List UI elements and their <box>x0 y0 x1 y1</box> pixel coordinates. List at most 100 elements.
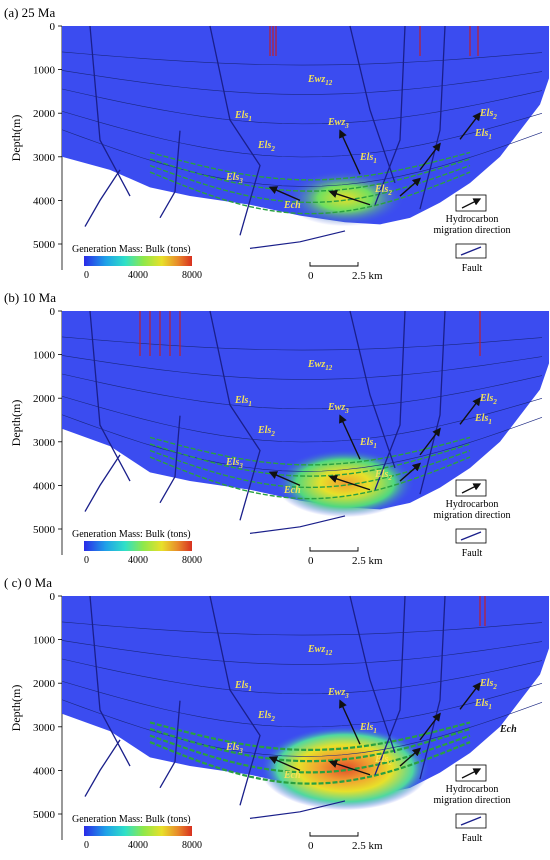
horizon-line <box>61 70 543 95</box>
fault-line <box>159 130 181 219</box>
legend-migration-label: Hydrocarbon <box>446 784 499 795</box>
scalebar <box>309 547 359 552</box>
colorbar-tick-label: 0 <box>84 840 89 851</box>
formation-label-els1: Els1 <box>474 128 492 141</box>
fault-line <box>419 595 446 780</box>
legend-fault-label: Fault <box>462 263 483 274</box>
formation-label-els1: Els1 <box>474 413 492 426</box>
fault-line <box>89 595 131 767</box>
fault-line <box>84 454 121 512</box>
formation-label-els2: Els2 <box>257 140 275 153</box>
fault-line <box>374 25 406 205</box>
formation-label-ewz12: Ewz12 <box>307 359 333 372</box>
generation-hotspot <box>260 726 430 811</box>
formation-label-els1: Els1 <box>359 437 377 450</box>
colorbar-tick-label: 8000 <box>182 555 202 566</box>
horizon-line <box>61 414 543 472</box>
panel-a: (a) 25 Ma010002000300040005000Depth(m)Ew… <box>4 5 549 282</box>
formation-label-els2: Els2 <box>257 425 275 438</box>
y-axis-label: Depth(m) <box>9 400 23 447</box>
legend-migration-label: Hydrocarbon <box>446 214 499 225</box>
formation-label-els1: Els1 <box>234 680 252 693</box>
panel-b: (b) 10 Ma010002000300040005000Depth(m)Ew… <box>4 290 549 567</box>
fault-line <box>159 700 181 789</box>
scalebar <box>309 262 359 267</box>
formation-label-els2: Els2 <box>479 108 497 121</box>
horizon-line <box>61 336 543 351</box>
migration-arrow <box>399 177 422 197</box>
formation-label-els2: Els2 <box>374 469 392 482</box>
scalebar-tick: 0 <box>308 555 314 567</box>
migration-arrow <box>328 759 371 776</box>
colorbar-tick-label: 4000 <box>128 270 148 281</box>
scalebar-tick: 0 <box>308 840 314 852</box>
colorbar-title: Generation Mass: Bulk (tons) <box>72 529 191 540</box>
y-tick-label: 2000 <box>33 393 56 405</box>
formation-label-ech: Ech <box>283 770 301 781</box>
y-tick-label: 4000 <box>33 765 56 777</box>
formation-label-ech: Ech <box>283 200 301 211</box>
y-tick-label: 1000 <box>33 65 56 77</box>
colorbar <box>84 826 192 836</box>
fault-line <box>249 515 346 534</box>
legend-fault-line <box>460 816 482 826</box>
carrier-bed <box>149 741 471 785</box>
migration-arrow <box>459 112 481 140</box>
colorbar-title: Generation Mass: Bulk (tons) <box>72 814 191 825</box>
y-tick-label: 3000 <box>33 437 56 449</box>
formation-label-ewz3: Ewz3 <box>327 687 349 700</box>
panel-title: (b) 10 Ma <box>4 290 56 305</box>
horizon-line <box>61 621 543 636</box>
generation-hotspot <box>285 170 405 227</box>
migration-arrow <box>459 682 481 710</box>
scalebar-tick: 2.5 km <box>352 270 383 282</box>
carrier-bed <box>149 727 471 763</box>
formation-label-ewz3: Ewz3 <box>327 402 349 415</box>
horizon-line <box>61 699 543 757</box>
formation-label-ewz3: Ewz3 <box>327 117 349 130</box>
scalebar <box>309 832 359 837</box>
formation-label-els3: Els3 <box>225 742 243 755</box>
fault-line <box>374 310 406 490</box>
carrier-bed <box>149 171 471 215</box>
fault-line <box>349 595 396 754</box>
y-tick-label: 2000 <box>33 108 56 120</box>
formation-label-els2: Els2 <box>479 393 497 406</box>
formation-label-els1: Els1 <box>474 698 492 711</box>
fault-line <box>349 25 396 184</box>
y-tick-label: 2000 <box>33 678 56 690</box>
migration-arrow <box>268 186 301 202</box>
colorbar-title: Generation Mass: Bulk (tons) <box>72 244 191 255</box>
horizon-line <box>61 373 543 410</box>
scalebar-tick: 2.5 km <box>352 555 383 567</box>
legend-fault-label: Fault <box>462 548 483 559</box>
carrier-bed <box>149 158 471 192</box>
fault-line <box>84 169 121 227</box>
migration-arrow <box>328 474 371 491</box>
formation-label-els2: Els2 <box>374 184 392 197</box>
y-axis-label: Depth(m) <box>9 115 23 162</box>
formation-label-els1: Els1 <box>234 110 252 123</box>
legend-fault-line <box>460 246 482 256</box>
horizon-line <box>61 658 543 695</box>
legend-migration-label: Hydrocarbon <box>446 499 499 510</box>
legend-migration-arrow <box>461 198 482 209</box>
migration-arrow <box>399 747 422 767</box>
basin-body <box>62 311 549 510</box>
y-tick-label: 1000 <box>33 635 56 647</box>
carrier-bed <box>149 443 471 477</box>
horizon-line <box>61 129 543 187</box>
fault-line <box>209 310 261 521</box>
fault-line <box>419 25 446 210</box>
fault-line <box>89 310 131 482</box>
colorbar-tick-label: 8000 <box>182 270 202 281</box>
migration-arrow <box>419 427 441 456</box>
colorbar-tick-label: 0 <box>84 270 89 281</box>
fault-line <box>249 230 346 249</box>
legend-migration-label-2: migration direction <box>434 795 511 806</box>
legend-migration-label-2: migration direction <box>434 510 511 521</box>
formation-label-els1: Els1 <box>359 152 377 165</box>
formation-label-els1: Els1 <box>359 722 377 735</box>
carrier-bed <box>149 436 471 466</box>
scalebar-tick: 0 <box>308 270 314 282</box>
